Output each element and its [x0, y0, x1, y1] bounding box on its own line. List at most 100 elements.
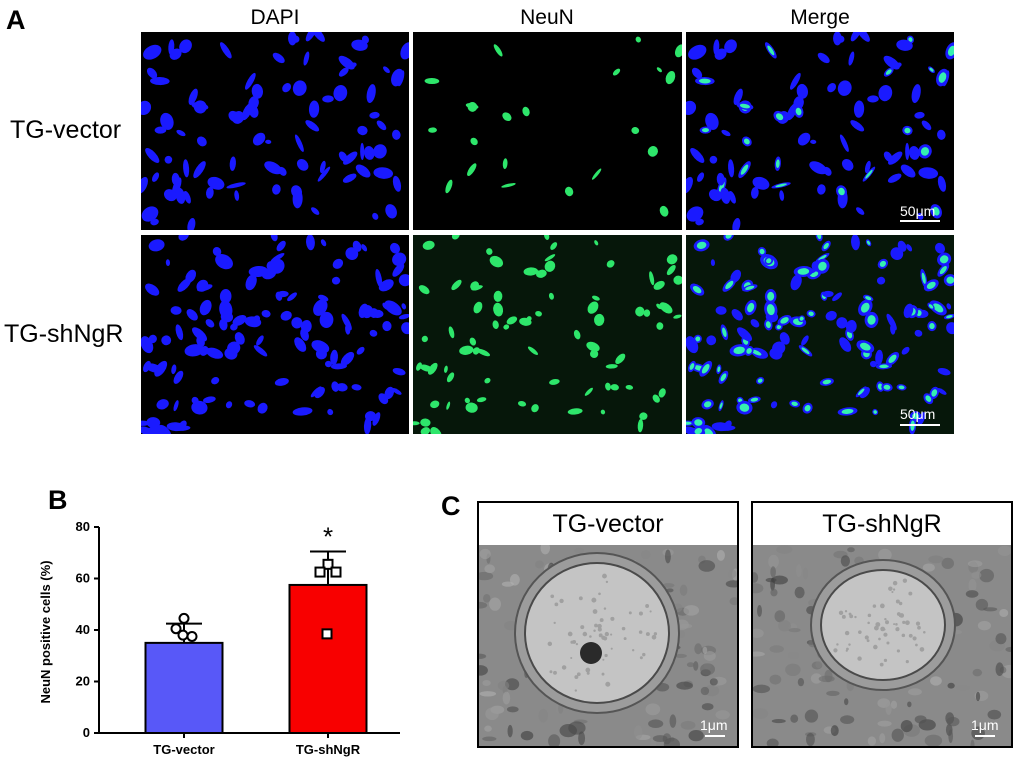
nucleus-mark [265, 139, 272, 144]
organelle-mark [702, 646, 708, 655]
nucleus-mark [319, 311, 334, 328]
neun-mark [502, 112, 512, 122]
nucleus-mark [888, 151, 903, 165]
nucleus-mark [264, 161, 282, 175]
nucleus-mark [173, 400, 179, 412]
merge-mark [740, 164, 749, 175]
chromatin-mark [917, 625, 921, 630]
scale-bar-label: 50μm [900, 406, 936, 422]
micrograph-merge-shngr-image [686, 235, 954, 434]
nucleus-mark [317, 166, 331, 182]
nucleus-mark [733, 88, 743, 105]
nucleus-mark [737, 327, 752, 342]
nucleus-mark [875, 349, 883, 366]
merge-mark [701, 127, 710, 133]
nucleus-mark [256, 335, 264, 346]
nucleus-mark [937, 175, 947, 192]
neun-mark [567, 408, 583, 415]
merge-mark [818, 261, 827, 271]
nucleus-mark [401, 322, 409, 335]
nucleus-mark [896, 39, 913, 51]
neun-mark [544, 254, 556, 262]
nucleus-mark [839, 337, 852, 352]
chromatin-mark [559, 598, 564, 604]
nucleus-mark [724, 39, 737, 54]
nucleus-mark [219, 288, 232, 304]
em-image-tg-shngr-graphic [753, 545, 1011, 746]
nucleus-mark [382, 302, 390, 311]
organelle-mark [778, 620, 791, 632]
organelle-mark [922, 563, 935, 572]
nucleus-mark [908, 146, 920, 160]
organelle-mark [879, 733, 886, 744]
x-tick-label: TG-shNgR [296, 742, 361, 757]
merge-mark [759, 248, 765, 255]
organelle-mark [700, 663, 716, 676]
merge-mark [717, 366, 721, 373]
nucleus-mark [252, 132, 266, 146]
merge-mark [698, 78, 711, 84]
nucleus-mark [864, 160, 871, 174]
nucleus-mark [728, 159, 735, 178]
chromatin-mark [592, 609, 598, 614]
merge-mark [860, 342, 871, 351]
merge-mark [931, 389, 938, 397]
nucleus-mark [363, 146, 375, 160]
neun-mark [473, 301, 483, 314]
nucleus-mark [914, 329, 923, 337]
merge-mark [686, 421, 692, 425]
nucleus-mark [319, 160, 326, 174]
nucleus-mark [836, 317, 848, 329]
chromatin-mark [645, 604, 650, 608]
merge-mark [722, 327, 727, 337]
organelle-mark [482, 680, 491, 686]
nucleus-mark [272, 52, 285, 64]
nucleus-mark [165, 259, 171, 267]
nucleus-mark [706, 335, 717, 346]
nucleus-mark [313, 299, 328, 316]
neun-mark [427, 362, 438, 375]
nucleus-mark [277, 290, 289, 298]
micrograph-dapi-shngr-image [141, 235, 409, 434]
merge-mark [883, 384, 891, 390]
chromatin-mark [602, 573, 607, 579]
organelle-mark [785, 732, 798, 746]
nucleus-mark [211, 376, 220, 385]
organelle-mark [965, 590, 979, 598]
y-tick-label: 80 [76, 519, 90, 534]
organelle-mark [979, 568, 995, 583]
merge-mark [743, 138, 750, 145]
neun-mark [465, 103, 479, 109]
neun-mark [470, 137, 478, 146]
nucleus-mark [292, 80, 307, 96]
nucleus-mark [935, 242, 946, 254]
neun-mark [612, 68, 621, 76]
nucleus-mark [398, 313, 409, 320]
organelle-mark [648, 719, 664, 729]
nucleus-mark [708, 189, 722, 202]
neun-mark [647, 146, 658, 157]
micrograph-merge-vector: 50μm [686, 32, 954, 230]
nucleus-mark [918, 167, 939, 179]
neun-mark [422, 240, 435, 250]
nucleus-mark [893, 62, 902, 69]
nucleus-mark [270, 258, 285, 274]
organelle-mark [680, 720, 696, 730]
organelle-mark [770, 566, 776, 578]
chromatin-mark [604, 631, 609, 637]
nucleus-mark [867, 95, 879, 103]
scale-bar [900, 220, 940, 222]
merge-mark [695, 336, 701, 342]
organelle-mark [908, 688, 922, 696]
nucleus-mark [937, 129, 946, 140]
organelle-mark [830, 725, 839, 737]
data-point [186, 630, 198, 642]
chromatin-mark [601, 672, 605, 676]
organelle-mark [844, 698, 849, 706]
chromatin-mark [580, 625, 585, 630]
merge-mark [879, 260, 886, 267]
neun-mark [493, 290, 503, 302]
organelle-mark [796, 564, 802, 578]
neun-mark [424, 78, 440, 85]
nucleus-mark [855, 207, 865, 215]
